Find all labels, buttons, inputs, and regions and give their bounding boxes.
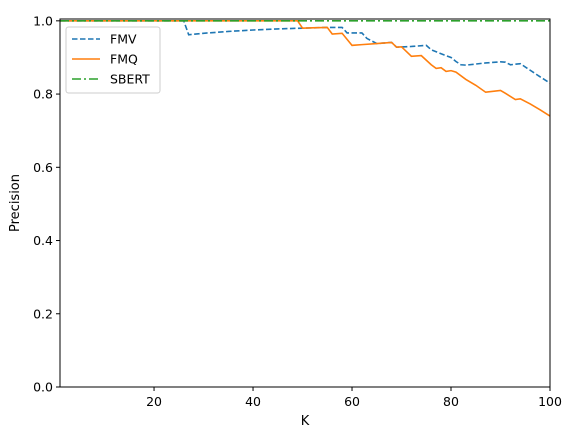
- legend-box: [65, 26, 161, 94]
- legend: FMV FMQ SBERT: [65, 26, 161, 94]
- y-tick-label: 0.8: [33, 87, 53, 102]
- x-axis-label: K: [301, 414, 310, 429]
- legend-label-sbert: SBERT: [110, 72, 150, 87]
- series-group: [60, 20, 550, 117]
- series-line-fmv: [60, 20, 550, 84]
- legend-label-fmq: FMQ: [110, 52, 138, 67]
- plot-area-frame: [59, 18, 551, 388]
- x-tick-label: 40: [245, 394, 261, 409]
- legend-label-fmv: FMV: [110, 32, 137, 47]
- y-tick-label: 0.0: [33, 380, 53, 395]
- x-axis: 20 40 60 80 100: [146, 387, 562, 409]
- x-tick-label: 20: [146, 394, 162, 409]
- y-tick-label: 0.4: [33, 233, 53, 248]
- y-tick-label: 0.2: [33, 306, 53, 321]
- x-tick-label: 100: [538, 394, 562, 409]
- series-line-fmq: [60, 20, 550, 117]
- y-axis-label: Precision: [8, 174, 23, 232]
- y-axis: 0.0 0.2 0.4 0.6 0.8 1.0: [33, 13, 60, 395]
- y-tick-label: 0.6: [33, 160, 53, 175]
- y-tick-label: 1.0: [33, 13, 53, 28]
- x-tick-label: 80: [443, 394, 459, 409]
- x-tick-label: 60: [344, 394, 360, 409]
